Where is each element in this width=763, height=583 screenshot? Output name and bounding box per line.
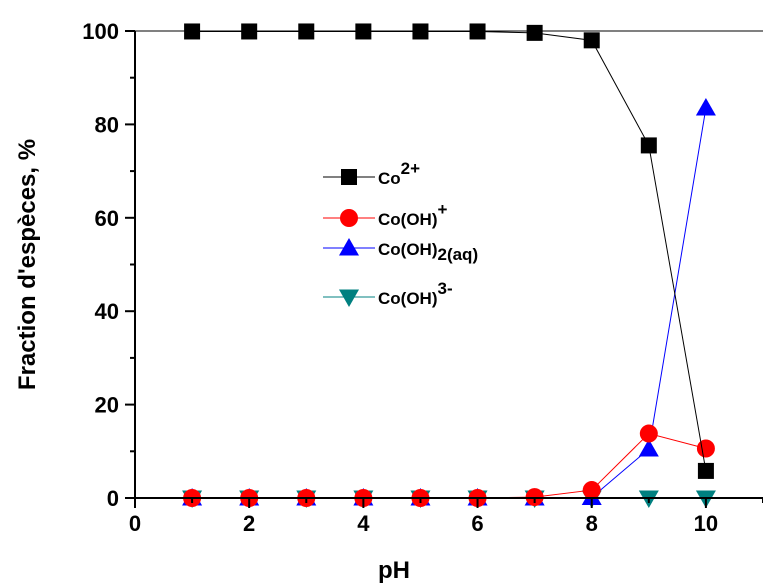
marker-triangle-down	[339, 289, 359, 307]
y-tick-label: 20	[95, 393, 119, 418]
marker-triangle-up	[339, 238, 359, 256]
marker-square	[640, 137, 657, 154]
legend-label: Co(OH)+	[378, 200, 447, 229]
marker-square	[697, 462, 714, 479]
y-tick-label: 100	[82, 19, 119, 44]
marker-square	[583, 32, 600, 49]
series-triangle-down	[182, 490, 716, 508]
legend-item: Co(OH)+	[323, 200, 447, 229]
y-tick-label: 80	[95, 112, 119, 137]
series-circle	[183, 424, 715, 507]
x-tick-label: 8	[586, 511, 598, 536]
y-tick-label: 40	[95, 299, 119, 324]
series-layer	[182, 23, 716, 508]
marker-circle	[639, 424, 658, 443]
legend-item: Co(OH)2(aq)	[323, 238, 478, 264]
legend-label: Co(OH)2(aq)	[378, 240, 478, 264]
series-triangle-up	[182, 98, 716, 506]
series-line	[192, 107, 707, 499]
marker-circle	[340, 209, 358, 227]
x-tick-label: 2	[243, 511, 255, 536]
x-tick-label: 6	[471, 511, 483, 536]
legend-label: Co(OH)3-	[378, 279, 453, 308]
marker-circle	[696, 439, 715, 458]
legend-item: Co(OH)3-	[323, 279, 453, 308]
x-tick-label: 4	[357, 511, 370, 536]
marker-square	[526, 24, 543, 41]
legend-item: Co2+	[323, 159, 420, 188]
x-axis-title: pH	[378, 557, 410, 583]
y-tick-label: 0	[107, 486, 119, 511]
legend-label: Co2+	[378, 159, 420, 188]
legend: Co2+ Co(OH)+ Co(OH)2(aq) Co(OH)3-	[323, 159, 478, 308]
y-axis-title: Fraction d'espèces, %	[14, 139, 41, 390]
marker-triangle-up	[638, 438, 659, 457]
marker-circle	[582, 481, 601, 500]
y-tick-label: 60	[95, 206, 119, 231]
x-tick-label: 0	[129, 511, 141, 536]
marker-triangle-up	[695, 98, 716, 116]
x-tick-label: 10	[694, 511, 718, 536]
marker-square	[341, 169, 357, 185]
